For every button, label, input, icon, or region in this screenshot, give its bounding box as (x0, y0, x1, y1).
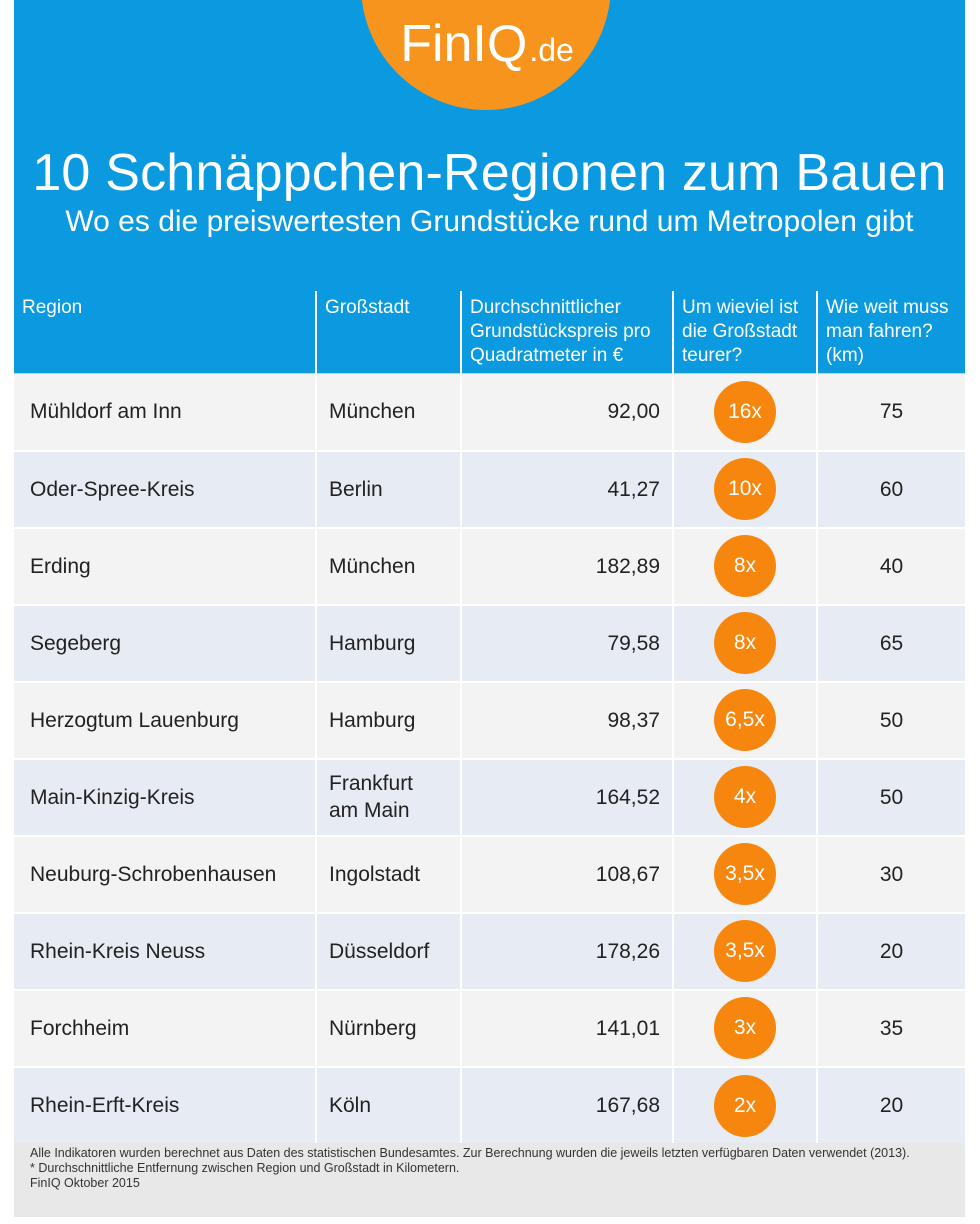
cell-region: Main-Kinzig-Kreis (14, 757, 317, 836)
brand-tld: .de (529, 32, 574, 68)
cell-factor: 8x (673, 603, 818, 682)
cell-distance: 20 (817, 911, 965, 990)
table-row: Erding München 182,89 8x 40 (14, 526, 965, 605)
cell-factor: 2x (673, 1065, 818, 1144)
factor-badge: 3x (714, 997, 776, 1059)
factor-badge: 10x (714, 458, 776, 520)
cell-distance: 65 (817, 603, 965, 682)
cell-price: 41,27 (461, 449, 674, 528)
table-header-row: Region Großstadt Durchschnittlicher Grun… (14, 291, 965, 374)
cell-factor: 10x (673, 449, 818, 528)
cell-distance: 50 (817, 680, 965, 759)
cell-distance: 30 (817, 834, 965, 913)
column-header-city: Großstadt (316, 291, 462, 374)
table-row: Neuburg-Schrobenhausen Ingolstadt 108,67… (14, 834, 965, 913)
brand-name: FinIQ (400, 15, 528, 73)
table-row: Mühldorf am Inn München 92,00 16x 75 (14, 373, 965, 451)
table-row: Herzogtum Lauenburg Hamburg 98,37 6,5x 5… (14, 680, 965, 759)
page-subtitle: Wo es die preiswertesten Grundstücke run… (65, 205, 914, 238)
cell-distance: 40 (817, 526, 965, 605)
cell-city: München (316, 526, 462, 605)
cell-price: 178,26 (461, 911, 674, 990)
cell-price: 164,52 (461, 757, 674, 836)
cell-region: Oder-Spree-Kreis (14, 449, 317, 528)
cell-factor: 3,5x (673, 834, 818, 913)
factor-badge: 16x (714, 380, 776, 443)
footer-note-distance: * Durchschnittliche Entfernung zwischen … (30, 1161, 460, 1175)
cell-city: Frankfurt am Main (316, 757, 462, 836)
cell-distance: 35 (817, 988, 965, 1067)
cell-price: 141,01 (461, 988, 674, 1067)
cell-region: Neuburg-Schrobenhausen (14, 834, 317, 913)
table-row: Main-Kinzig-Kreis Frankfurt am Main 164,… (14, 757, 965, 836)
factor-badge: 6,5x (714, 689, 776, 751)
table-row: Rhein-Kreis Neuss Düsseldorf 178,26 3,5x… (14, 911, 965, 990)
cell-distance: 20 (817, 1065, 965, 1144)
cell-distance: 50 (817, 757, 965, 836)
footer-notes: Alle Indikatoren wurden berechnet aus Da… (14, 1143, 965, 1217)
factor-badge: 3,5x (714, 843, 776, 905)
cell-city: München (316, 373, 462, 451)
cell-region: Rhein-Kreis Neuss (14, 911, 317, 990)
cell-region: Erding (14, 526, 317, 605)
column-header-factor: Um wieviel ist die Großstadt teurer? (673, 291, 818, 374)
factor-badge: 3,5x (714, 920, 776, 982)
cell-city: Ingolstadt (316, 834, 462, 913)
cell-city: Köln (316, 1065, 462, 1144)
table-row: Forchheim Nürnberg 141,01 3x 35 (14, 988, 965, 1067)
footer-note-data-source: Alle Indikatoren wurden berechnet aus Da… (30, 1146, 910, 1160)
column-header-distance: Wie weit muss man fahren? (km) (817, 291, 965, 374)
brand-logo: FinIQ.de (362, 18, 612, 70)
factor-badge: 4x (714, 766, 776, 828)
cell-region: Herzogtum Lauenburg (14, 680, 317, 759)
cell-city: Nürnberg (316, 988, 462, 1067)
cell-price: 79,58 (461, 603, 674, 682)
cell-region: Mühldorf am Inn (14, 373, 317, 451)
cell-city: Hamburg (316, 603, 462, 682)
factor-badge: 8x (714, 535, 776, 597)
cell-price: 182,89 (461, 526, 674, 605)
table-row: Rhein-Erft-Kreis Köln 167,68 2x 20 (14, 1065, 965, 1144)
column-header-region: Region (14, 291, 317, 374)
cell-distance: 75 (817, 373, 965, 451)
footer-source: FinIQ Oktober 2015 (30, 1176, 140, 1190)
column-header-price: Durchschnittlicher Grundstückspreis pro … (461, 291, 674, 374)
cell-price: 98,37 (461, 680, 674, 759)
cell-factor: 16x (673, 373, 818, 451)
cell-price: 92,00 (461, 373, 674, 451)
regions-table: Region Großstadt Durchschnittlicher Grun… (14, 291, 965, 1144)
factor-badge: 2x (714, 1074, 776, 1137)
cell-city: Düsseldorf (316, 911, 462, 990)
cell-city: Berlin (316, 449, 462, 528)
cell-region: Rhein-Erft-Kreis (14, 1065, 317, 1144)
cell-city: Hamburg (316, 680, 462, 759)
cell-factor: 6,5x (673, 680, 818, 759)
cell-region: Segeberg (14, 603, 317, 682)
cell-region: Forchheim (14, 988, 317, 1067)
table-row: Oder-Spree-Kreis Berlin 41,27 10x 60 (14, 449, 965, 528)
cell-price: 108,67 (461, 834, 674, 913)
cell-price: 167,68 (461, 1065, 674, 1144)
header-banner: FinIQ.de 10 Schnäppchen-Regionen zum Bau… (14, 0, 965, 291)
page-title: 10 Schnäppchen-Regionen zum Bauen (32, 144, 947, 202)
cell-factor: 3,5x (673, 911, 818, 990)
table-row: Segeberg Hamburg 79,58 8x 65 (14, 603, 965, 682)
cell-factor: 4x (673, 757, 818, 836)
cell-factor: 3x (673, 988, 818, 1067)
cell-factor: 8x (673, 526, 818, 605)
cell-distance: 60 (817, 449, 965, 528)
factor-badge: 8x (714, 612, 776, 674)
